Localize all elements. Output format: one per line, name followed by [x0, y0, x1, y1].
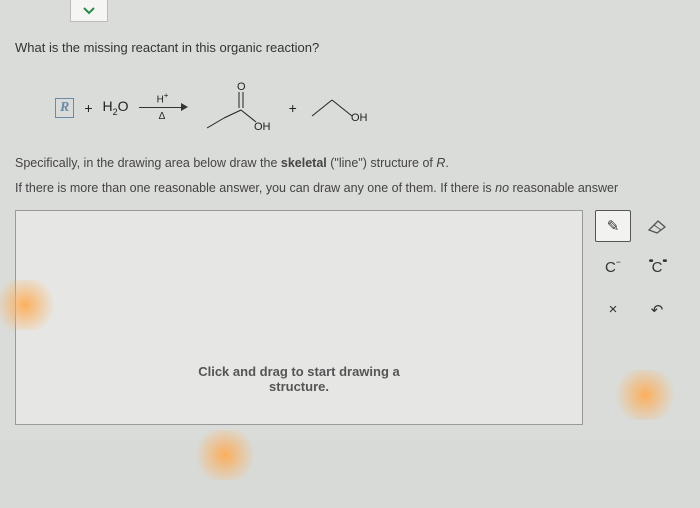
content-area: What is the missing reactant in this org…: [0, 0, 700, 440]
eraser-tool[interactable]: [639, 210, 675, 242]
product1-structure: O OH: [199, 80, 279, 135]
eraser-icon: [646, 218, 668, 234]
clear-icon: ×: [609, 301, 618, 318]
drawing-row: Click and drag to start drawing a struct…: [15, 210, 685, 425]
question-text: What is the missing reactant in this org…: [15, 40, 685, 55]
arrow-condition-bottom: Δ: [159, 111, 166, 122]
drawing-canvas[interactable]: Click and drag to start drawing a struct…: [15, 210, 583, 425]
undo-tool[interactable]: ↶: [639, 294, 675, 326]
carbanion-label: C−: [605, 259, 621, 276]
chevron-down-icon: [83, 7, 95, 15]
pencil-icon: ✎: [607, 217, 620, 235]
plus-sign: +: [84, 100, 92, 116]
pencil-tool[interactable]: ✎: [595, 210, 631, 242]
undo-icon: ↶: [651, 301, 664, 319]
reaction-equation: R + H2O H+ Δ O OH + OH: [55, 80, 685, 135]
dropdown-toggle[interactable]: [70, 0, 108, 22]
clear-tool[interactable]: ×: [595, 294, 631, 326]
arrow-condition-top: H+: [157, 91, 169, 105]
canvas-hint: Click and drag to start drawing a struct…: [16, 364, 582, 394]
carbon-lonepair-tool[interactable]: ••C••: [639, 252, 675, 284]
instruction-line-2: If there is more than one reasonable ans…: [15, 181, 685, 195]
plus-sign-2: +: [289, 100, 297, 116]
svg-text:OH: OH: [351, 112, 368, 124]
carbon-lonepair-label: ••C••: [649, 259, 666, 276]
svg-text:O: O: [237, 81, 246, 93]
instruction-line-1: Specifically, in the drawing area below …: [15, 155, 685, 173]
reaction-arrow: H+ Δ: [139, 93, 189, 123]
toolbox: ✎ C− ••C•• ×: [595, 210, 685, 425]
unknown-reactant-box: R: [55, 98, 74, 118]
product2-structure: OH: [307, 88, 377, 128]
svg-text:OH: OH: [254, 121, 271, 133]
carbanion-tool[interactable]: C−: [595, 252, 631, 284]
water-formula: H2O: [103, 98, 129, 117]
